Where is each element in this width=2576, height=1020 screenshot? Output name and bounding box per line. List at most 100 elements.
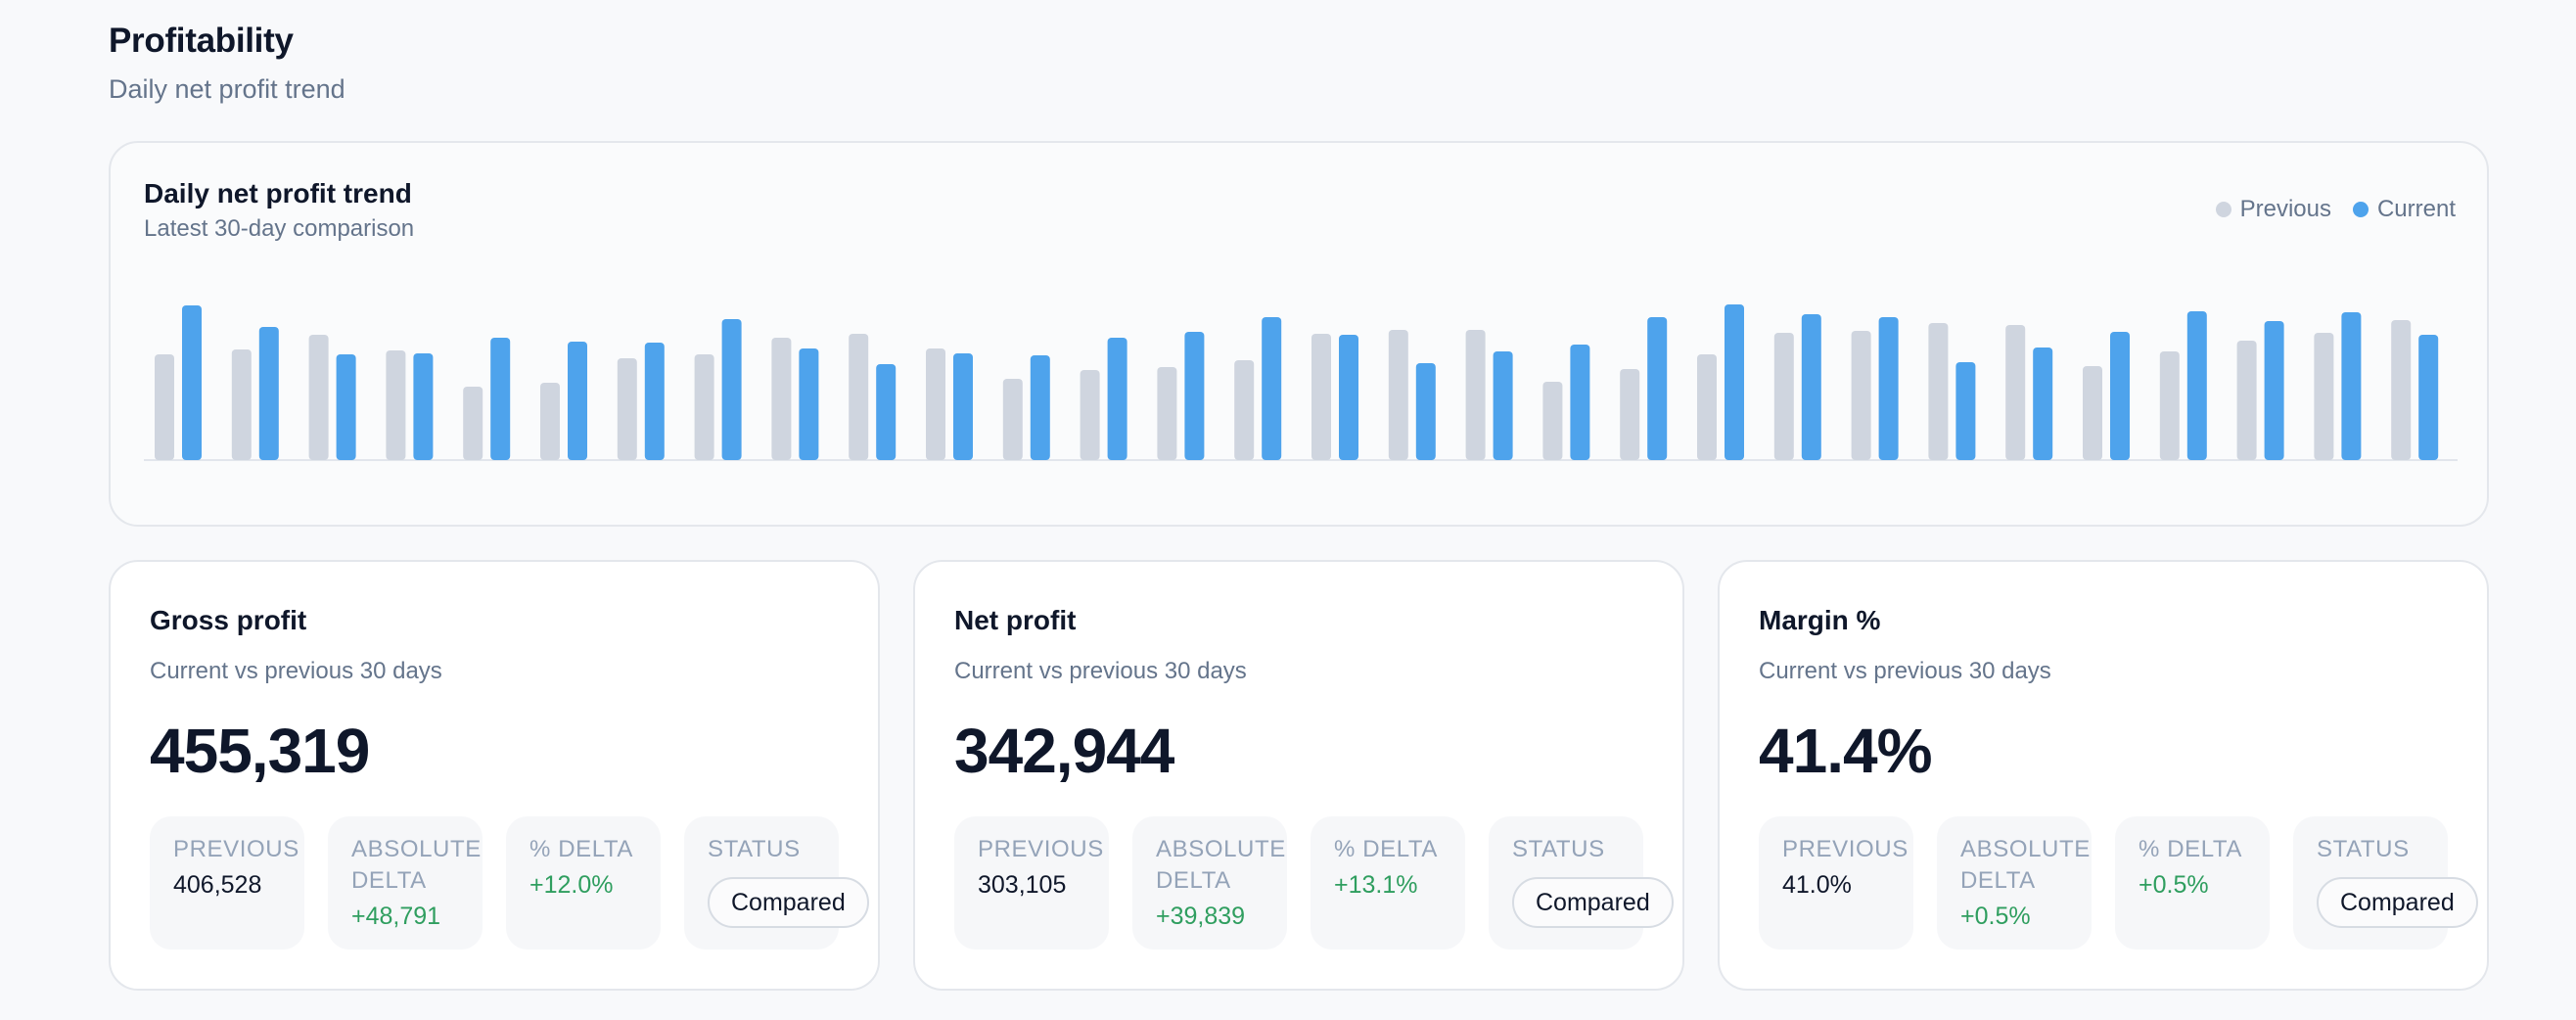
status-badge: Compared [1512, 877, 1674, 928]
metric-card-gross-profit: Gross profit Current vs previous 30 days… [109, 560, 880, 991]
bar-current-27[interactable] [2186, 311, 2207, 460]
bar-previous-27[interactable] [2159, 351, 2180, 460]
bar-current-25[interactable] [2033, 348, 2053, 460]
bar-current-1[interactable] [182, 305, 202, 460]
bar-current-19[interactable] [1570, 345, 1590, 460]
bar-current-17[interactable] [1415, 363, 1436, 460]
chart-subtitle: Latest 30-day comparison [144, 215, 415, 242]
bar-previous-6[interactable] [540, 383, 560, 460]
stat-label: STATUS [2317, 836, 2410, 862]
chart-legend: Previous Current [2215, 196, 2456, 223]
bar-previous-9[interactable] [771, 338, 792, 460]
stat-value: 303,105 [978, 871, 1067, 899]
bar-previous-7[interactable] [617, 358, 637, 460]
bar-current-23[interactable] [1878, 317, 1899, 460]
bar-previous-4[interactable] [386, 350, 406, 460]
bar-current-4[interactable] [413, 353, 434, 460]
stat-percent-delta: % DELTA +12.0% [506, 816, 661, 950]
bar-current-20[interactable] [1647, 317, 1668, 460]
stat-label: PREVIOUS [1782, 836, 1909, 862]
stat-value: +48,791 [351, 903, 441, 930]
bar-previous-15[interactable] [1234, 360, 1255, 460]
metric-value: 455,319 [150, 716, 370, 786]
metric-value: 342,944 [954, 716, 1174, 786]
bar-previous-23[interactable] [1851, 331, 1871, 460]
bar-previous-12[interactable] [1002, 379, 1023, 460]
bar-current-3[interactable] [336, 354, 356, 460]
bar-current-18[interactable] [1493, 351, 1513, 460]
legend-dot-previous [2215, 202, 2231, 217]
stat-label: % DELTA [1334, 836, 1439, 862]
metric-title: Net profit [954, 605, 1077, 635]
bar-current-5[interactable] [490, 338, 511, 460]
bar-previous-8[interactable] [694, 354, 714, 460]
stat-label: STATUS [708, 836, 801, 862]
stat-value: +39,839 [1156, 903, 1246, 930]
stat-value: +0.5% [1960, 903, 2031, 930]
metric-card-net-profit: Net profit Current vs previous 30 days 3… [913, 560, 1684, 991]
bar-current-12[interactable] [1030, 355, 1050, 460]
bar-current-21[interactable] [1725, 304, 1744, 460]
bar-current-16[interactable] [1339, 335, 1358, 460]
bar-current-11[interactable] [953, 353, 973, 460]
bar-previous-20[interactable] [1620, 369, 1640, 460]
bar-previous-26[interactable] [2083, 366, 2102, 460]
status-badge: Compared [708, 877, 869, 928]
bar-previous-1[interactable] [155, 354, 174, 460]
metric-subtitle: Current vs previous 30 days [1759, 658, 2051, 684]
stat-label: STATUS [1512, 836, 1605, 862]
bar-previous-13[interactable] [1080, 370, 1100, 460]
bar-previous-30[interactable] [2391, 320, 2412, 460]
bar-current-2[interactable] [258, 327, 279, 460]
metric-value: 41.4% [1759, 716, 1932, 786]
metric-title: Margin % [1759, 605, 1881, 635]
bar-previous-28[interactable] [2236, 341, 2257, 460]
bar-current-8[interactable] [721, 319, 742, 460]
bar-current-29[interactable] [2341, 312, 2362, 460]
bar-previous-24[interactable] [1928, 323, 1949, 460]
stat-value: +13.1% [1334, 871, 1418, 899]
bar-current-26[interactable] [2110, 332, 2130, 460]
bar-previous-17[interactable] [1388, 330, 1408, 460]
stat-absolute-delta: ABSOLUTE DELTA +39,839 [1132, 816, 1287, 950]
stat-value: 406,528 [173, 871, 262, 899]
bar-previous-5[interactable] [463, 387, 483, 460]
bar-current-15[interactable] [1262, 317, 1282, 460]
bar-previous-22[interactable] [1773, 333, 1794, 460]
stat-status: STATUS Compared [2293, 816, 2478, 950]
bar-previous-2[interactable] [231, 349, 252, 460]
bar-current-28[interactable] [2264, 321, 2284, 460]
bar-current-13[interactable] [1107, 338, 1127, 460]
bar-previous-3[interactable] [308, 335, 329, 460]
bar-previous-25[interactable] [2005, 325, 2026, 460]
bar-current-7[interactable] [644, 343, 665, 460]
status-badge: Compared [2317, 877, 2478, 928]
profit-trend-chart-card: Daily net profit trend Latest 30-day com… [109, 141, 2489, 527]
page-title: Profitability [109, 22, 294, 60]
bar-current-14[interactable] [1184, 332, 1205, 460]
stat-label: % DELTA [2139, 836, 2243, 862]
bar-previous-14[interactable] [1157, 367, 1177, 460]
bar-current-24[interactable] [1955, 362, 1976, 460]
bar-current-30[interactable] [2418, 335, 2439, 460]
bar-previous-16[interactable] [1311, 334, 1331, 460]
stat-label: ABSOLUTE DELTA [1960, 836, 2091, 894]
bar-current-6[interactable] [568, 342, 587, 460]
stat-label: PREVIOUS [173, 836, 299, 862]
bar-previous-19[interactable] [1542, 382, 1563, 460]
bar-chart [144, 304, 2458, 461]
bar-current-22[interactable] [1801, 314, 1821, 460]
stat-value: 41.0% [1782, 871, 1852, 899]
bar-previous-21[interactable] [1697, 354, 1717, 460]
legend-item-previous[interactable]: Previous [2215, 196, 2331, 223]
bar-current-9[interactable] [799, 348, 819, 460]
legend-item-current[interactable]: Current [2352, 196, 2456, 223]
bar-previous-11[interactable] [926, 348, 945, 460]
bar-previous-18[interactable] [1465, 330, 1486, 460]
stat-label: ABSOLUTE DELTA [351, 836, 482, 894]
bar-previous-10[interactable] [849, 334, 869, 460]
stat-percent-delta: % DELTA +0.5% [2115, 816, 2270, 950]
bar-previous-29[interactable] [2314, 333, 2334, 460]
bar-current-10[interactable] [876, 364, 897, 460]
stat-percent-delta: % DELTA +13.1% [1311, 816, 1465, 950]
